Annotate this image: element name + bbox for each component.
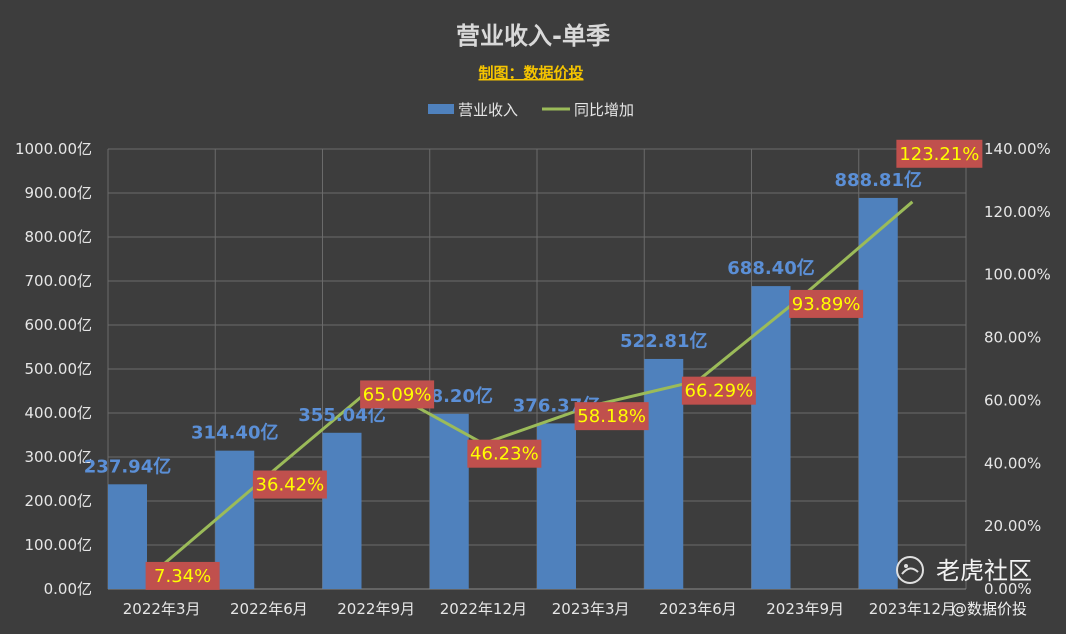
growth-value-label: 36.42%	[252, 470, 327, 499]
left-tick-label: 700.00亿	[25, 272, 93, 290]
x-tick-label: 2023年9月	[766, 600, 844, 618]
watermark: 老虎社区 @数据价投	[896, 556, 1032, 618]
growth-value-label: 65.09%	[360, 380, 435, 409]
x-tick-label: 2023年3月	[552, 600, 630, 618]
right-tick-label: 140.00%	[984, 140, 1051, 158]
growth-label-text: 65.09%	[363, 384, 432, 405]
legend-bar-label: 营业收入	[458, 101, 518, 119]
left-tick-label: 300.00亿	[25, 448, 93, 466]
revenue-value-label: 522.81亿	[620, 330, 707, 352]
left-axis-ticks: 0.00亿 100.00亿 200.00亿 300.00亿 400.00亿 500.00亿…	[15, 140, 92, 598]
growth-value-label: 66.29%	[681, 376, 756, 405]
right-axis-ticks: 0.00% 20.00% 40.00% 60.00% 80.00% 100.00% 120.…	[984, 140, 1051, 598]
growth-value-label: 46.23%	[467, 439, 542, 468]
right-tick-label: 20.00%	[984, 517, 1041, 535]
tiger-logo-icon	[896, 556, 924, 584]
growth-label-text: 46.23%	[470, 444, 539, 465]
growth-label-text: 58.18%	[577, 406, 646, 427]
revenue-bar	[322, 432, 362, 589]
x-tick-label: 2023年6月	[659, 600, 737, 618]
left-tick-label: 400.00亿	[25, 404, 93, 422]
x-tick-label: 2022年9月	[337, 600, 415, 618]
revenue-bar	[858, 197, 898, 590]
growth-label-text: 123.21%	[899, 144, 979, 165]
revenue-value-label: 688.40亿	[727, 257, 814, 279]
revenue-bar	[644, 358, 684, 589]
legend-bar-swatch	[428, 104, 454, 114]
revenue-bar	[215, 450, 255, 589]
right-tick-label: 40.00%	[984, 454, 1041, 472]
right-tick-label: 80.00%	[984, 329, 1041, 347]
revenue-bar	[751, 286, 791, 589]
x-tick-label: 2022年3月	[123, 600, 201, 618]
x-tick-label: 2023年12月	[869, 600, 956, 618]
growth-value-label: 58.18%	[574, 402, 649, 431]
right-tick-label: 100.00%	[984, 266, 1051, 284]
left-tick-label: 0.00亿	[44, 580, 92, 598]
right-tick-label: 0.00%	[984, 580, 1032, 598]
growth-value-labels: 7.34% 36.42% 65.09% 46.23% 58.18% 66.29% 93.89…	[145, 139, 983, 590]
growth-label-box	[360, 380, 435, 409]
watermark-handle: @数据价投	[952, 600, 1027, 618]
x-tick-label: 2022年6月	[230, 600, 308, 618]
growth-label-text: 93.89%	[792, 294, 861, 315]
growth-label-box	[145, 561, 220, 590]
revenue-value-label: 314.40亿	[191, 422, 278, 444]
left-tick-label: 600.00亿	[25, 316, 93, 334]
growth-line	[160, 200, 914, 568]
x-axis-ticks: 2022年3月 2022年6月 2022年9月 2022年12月 2023年3月 2023…	[123, 600, 956, 618]
chart-subtitle: 制图：数据价投	[478, 64, 583, 82]
growth-label-box	[252, 470, 327, 499]
growth-label-text: 7.34%	[154, 566, 211, 587]
legend: 营业收入 同比增加	[428, 101, 634, 119]
revenue-value-label: 237.94亿	[84, 455, 171, 477]
left-tick-label: 800.00亿	[25, 228, 93, 246]
growth-label-box	[574, 402, 649, 431]
growth-label-box	[681, 376, 756, 405]
revenue-bar	[429, 413, 469, 589]
left-tick-label: 200.00亿	[25, 492, 93, 510]
left-tick-label: 500.00亿	[25, 360, 93, 378]
legend-line-label: 同比增加	[574, 101, 634, 119]
growth-value-label: 7.34%	[145, 561, 220, 590]
growth-value-label: 93.89%	[789, 289, 864, 318]
right-tick-label: 60.00%	[984, 391, 1041, 409]
growth-line-path	[160, 200, 914, 568]
growth-label-box	[467, 439, 542, 468]
revenue-bar	[108, 484, 147, 589]
left-tick-label: 1000.00亿	[15, 140, 92, 158]
left-tick-label: 100.00亿	[25, 536, 93, 554]
growth-label-box	[789, 289, 864, 318]
revenue-value-label: 355.04亿	[298, 404, 385, 426]
chart-title: 营业收入-单季	[456, 22, 610, 50]
bars	[108, 197, 898, 590]
growth-label-text: 66.29%	[685, 381, 754, 402]
left-tick-label: 900.00亿	[25, 184, 93, 202]
watermark-brand: 老虎社区	[936, 557, 1032, 585]
growth-label-text: 36.42%	[256, 475, 325, 496]
right-tick-label: 120.00%	[984, 203, 1051, 221]
growth-label-box	[896, 139, 983, 168]
revenue-value-label: 888.81亿	[835, 169, 922, 191]
revenue-bar	[537, 423, 576, 589]
x-tick-label: 2022年12月	[440, 600, 527, 618]
growth-value-label: 123.21%	[896, 139, 983, 168]
